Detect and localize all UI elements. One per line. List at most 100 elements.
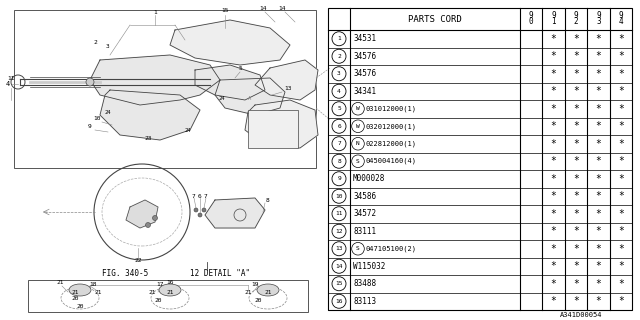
Text: *: * — [550, 86, 557, 96]
Text: 032012000(1): 032012000(1) — [365, 123, 416, 130]
Text: *: * — [595, 174, 602, 184]
Polygon shape — [170, 20, 290, 65]
Text: *: * — [573, 244, 579, 254]
Text: 22: 22 — [134, 258, 141, 262]
Text: W: W — [356, 106, 360, 111]
Ellipse shape — [159, 284, 181, 296]
Text: 6: 6 — [337, 124, 341, 129]
Text: *: * — [595, 296, 602, 306]
Text: A341D00054: A341D00054 — [560, 312, 602, 318]
Text: 12: 12 — [335, 229, 343, 234]
Text: *: * — [595, 226, 602, 236]
Text: 2: 2 — [93, 39, 97, 44]
Text: 21: 21 — [166, 291, 173, 295]
Text: S: S — [356, 159, 360, 164]
Text: *: * — [595, 34, 602, 44]
Text: 21: 21 — [94, 290, 102, 294]
Text: *: * — [595, 156, 602, 166]
Text: *: * — [618, 261, 624, 271]
Text: 6: 6 — [198, 194, 202, 198]
Text: 16: 16 — [335, 299, 343, 304]
Text: 14: 14 — [278, 6, 285, 12]
Text: *: * — [618, 209, 624, 219]
Text: *: * — [573, 174, 579, 184]
Text: *: * — [618, 191, 624, 201]
Text: 23: 23 — [144, 135, 152, 140]
Text: *: * — [550, 34, 557, 44]
Text: 20: 20 — [71, 297, 79, 301]
Text: *: * — [595, 244, 602, 254]
Text: *: * — [573, 34, 579, 44]
Text: *: * — [550, 104, 557, 114]
Text: S: S — [356, 246, 360, 251]
Text: 24: 24 — [219, 95, 225, 100]
Circle shape — [152, 215, 157, 220]
Text: 34576: 34576 — [353, 69, 376, 78]
Text: 20: 20 — [254, 298, 262, 302]
Text: *: * — [595, 191, 602, 201]
Circle shape — [194, 208, 198, 212]
Text: *: * — [595, 51, 602, 61]
Text: *: * — [618, 244, 624, 254]
Text: W115032: W115032 — [353, 262, 385, 271]
Text: 022812000(1): 022812000(1) — [365, 140, 416, 147]
Text: *: * — [573, 104, 579, 114]
Text: 1: 1 — [153, 10, 157, 14]
Text: 83111: 83111 — [353, 227, 376, 236]
Text: 3: 3 — [106, 44, 110, 50]
Polygon shape — [126, 200, 158, 228]
Text: 21: 21 — [244, 291, 252, 295]
Text: 9: 9 — [88, 124, 92, 129]
Text: 8: 8 — [266, 197, 270, 203]
Text: 3: 3 — [337, 71, 341, 76]
Text: 2: 2 — [337, 54, 341, 59]
Text: 34572: 34572 — [353, 209, 376, 218]
Text: 047105100(2): 047105100(2) — [365, 245, 416, 252]
Text: 16: 16 — [166, 281, 173, 285]
Text: 10: 10 — [93, 116, 100, 121]
Text: *: * — [595, 86, 602, 96]
Text: *: * — [595, 209, 602, 219]
Text: *: * — [595, 279, 602, 289]
Text: *: * — [595, 121, 602, 131]
Text: *: * — [573, 296, 579, 306]
Text: 14: 14 — [335, 264, 343, 269]
Text: 7: 7 — [337, 141, 341, 146]
Text: *: * — [573, 191, 579, 201]
Text: 5: 5 — [238, 66, 242, 70]
Text: *: * — [550, 191, 557, 201]
Text: *: * — [595, 261, 602, 271]
Text: 83488: 83488 — [353, 279, 376, 288]
Bar — [28, 280, 308, 312]
Text: 34586: 34586 — [353, 192, 376, 201]
Text: *: * — [618, 226, 624, 236]
Text: 11: 11 — [335, 211, 343, 216]
Text: *: * — [573, 139, 579, 149]
Text: 2: 2 — [573, 18, 579, 27]
Circle shape — [86, 78, 94, 86]
Text: *: * — [573, 226, 579, 236]
Bar — [248, 110, 298, 148]
Polygon shape — [245, 100, 318, 148]
Text: 1: 1 — [337, 36, 341, 41]
Text: *: * — [550, 296, 557, 306]
Text: 13: 13 — [335, 246, 343, 251]
Text: 0: 0 — [529, 18, 534, 27]
Text: 24: 24 — [185, 127, 191, 132]
Circle shape — [202, 208, 206, 212]
Text: 15: 15 — [221, 9, 228, 13]
Text: 9: 9 — [618, 12, 623, 20]
Polygon shape — [195, 65, 265, 100]
Text: 21: 21 — [264, 291, 272, 295]
Text: 7: 7 — [204, 194, 208, 198]
Text: 1: 1 — [551, 18, 556, 27]
Text: M000028: M000028 — [353, 174, 385, 183]
Text: *: * — [573, 156, 579, 166]
Text: FIG. 340-5: FIG. 340-5 — [102, 269, 148, 278]
Text: *: * — [618, 51, 624, 61]
Text: 19: 19 — [252, 282, 259, 286]
Text: 34341: 34341 — [353, 87, 376, 96]
Text: 20: 20 — [154, 298, 162, 302]
Text: *: * — [618, 156, 624, 166]
Text: *: * — [618, 34, 624, 44]
